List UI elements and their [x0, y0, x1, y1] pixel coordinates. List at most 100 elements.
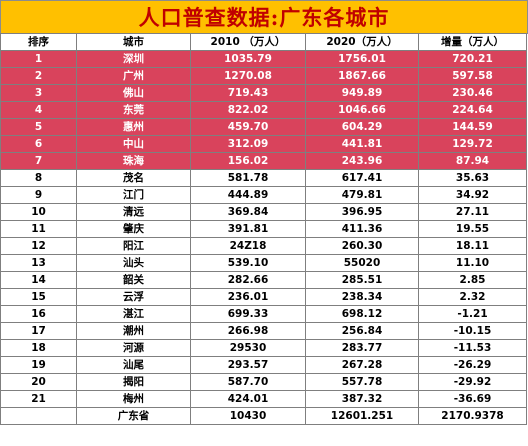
increase-cell[interactable]: 597.58 [418, 67, 527, 85]
increase-cell[interactable]: -10.15 [418, 322, 527, 340]
pop-2010-cell[interactable]: 1270.08 [190, 67, 306, 85]
pop-2020-cell[interactable]: 267.28 [305, 356, 419, 374]
pop-2020-cell[interactable]: 55020 [305, 254, 419, 272]
city-cell[interactable]: 清远 [76, 203, 191, 221]
city-cell[interactable]: 云浮 [76, 288, 191, 306]
total-city-cell[interactable]: 广东省 [76, 407, 191, 425]
pop-2020-cell[interactable]: 604.29 [305, 118, 419, 136]
pop-2010-cell[interactable]: 312.09 [190, 135, 306, 153]
rank-cell[interactable]: 3 [0, 84, 77, 102]
pop-2010-cell[interactable]: 587.70 [190, 373, 306, 391]
pop-2020-cell[interactable]: 1756.01 [305, 50, 419, 68]
increase-cell[interactable]: 2.32 [418, 288, 527, 306]
pop-2010-cell[interactable]: 156.02 [190, 152, 306, 170]
pop-2020-cell[interactable]: 1046.66 [305, 101, 419, 119]
city-cell[interactable]: 江门 [76, 186, 191, 204]
rank-cell[interactable]: 21 [0, 390, 77, 408]
city-cell[interactable]: 茂名 [76, 169, 191, 187]
rank-cell[interactable]: 9 [0, 186, 77, 204]
pop-2020-cell[interactable]: 698.12 [305, 305, 419, 323]
pop-2010-cell[interactable]: 236.01 [190, 288, 306, 306]
increase-cell[interactable]: -26.29 [418, 356, 527, 374]
increase-cell[interactable]: -1.21 [418, 305, 527, 323]
pop-2010-cell[interactable]: 444.89 [190, 186, 306, 204]
pop-2020-cell[interactable]: 557.78 [305, 373, 419, 391]
pop-2010-cell[interactable]: 29530 [190, 339, 306, 357]
pop-2010-cell[interactable]: 539.10 [190, 254, 306, 272]
city-cell[interactable]: 东莞 [76, 101, 191, 119]
city-cell[interactable]: 揭阳 [76, 373, 191, 391]
increase-cell[interactable]: 144.59 [418, 118, 527, 136]
rank-cell[interactable]: 17 [0, 322, 77, 340]
city-cell[interactable]: 阳江 [76, 237, 191, 255]
header-increase[interactable]: 增量（万人） [418, 33, 527, 51]
pop-2010-cell[interactable]: 1035.79 [190, 50, 306, 68]
rank-cell[interactable]: 16 [0, 305, 77, 323]
increase-cell[interactable]: 11.10 [418, 254, 527, 272]
pop-2020-cell[interactable]: 260.30 [305, 237, 419, 255]
pop-2020-cell[interactable]: 243.96 [305, 152, 419, 170]
pop-2010-cell[interactable]: 391.81 [190, 220, 306, 238]
city-cell[interactable]: 肇庆 [76, 220, 191, 238]
total-increase-cell[interactable]: 2170.9378 [418, 407, 527, 425]
total-pop-2020-cell[interactable]: 12601.251 [305, 407, 419, 425]
increase-cell[interactable]: -11.53 [418, 339, 527, 357]
city-cell[interactable]: 广州 [76, 67, 191, 85]
city-cell[interactable]: 中山 [76, 135, 191, 153]
pop-2010-cell[interactable]: 719.43 [190, 84, 306, 102]
increase-cell[interactable]: 720.21 [418, 50, 527, 68]
increase-cell[interactable]: -36.69 [418, 390, 527, 408]
city-cell[interactable]: 惠州 [76, 118, 191, 136]
rank-cell[interactable]: 11 [0, 220, 77, 238]
pop-2020-cell[interactable]: 238.34 [305, 288, 419, 306]
increase-cell[interactable]: 2.85 [418, 271, 527, 289]
pop-2010-cell[interactable]: 369.84 [190, 203, 306, 221]
pop-2020-cell[interactable]: 411.36 [305, 220, 419, 238]
header-2010[interactable]: 2010 （万人） [190, 33, 306, 51]
city-cell[interactable]: 潮州 [76, 322, 191, 340]
city-cell[interactable]: 珠海 [76, 152, 191, 170]
increase-cell[interactable]: 18.11 [418, 237, 527, 255]
rank-cell[interactable]: 8 [0, 169, 77, 187]
increase-cell[interactable]: 35.63 [418, 169, 527, 187]
pop-2010-cell[interactable]: 822.02 [190, 101, 306, 119]
pop-2010-cell[interactable]: 699.33 [190, 305, 306, 323]
pop-2010-cell[interactable]: 282.66 [190, 271, 306, 289]
pop-2020-cell[interactable]: 256.84 [305, 322, 419, 340]
rank-cell[interactable]: 1 [0, 50, 77, 68]
pop-2010-cell[interactable]: 293.57 [190, 356, 306, 374]
pop-2020-cell[interactable]: 1867.66 [305, 67, 419, 85]
pop-2010-cell[interactable]: 459.70 [190, 118, 306, 136]
city-cell[interactable]: 湛江 [76, 305, 191, 323]
increase-cell[interactable]: 129.72 [418, 135, 527, 153]
pop-2020-cell[interactable]: 949.89 [305, 84, 419, 102]
rank-cell[interactable]: 12 [0, 237, 77, 255]
increase-cell[interactable]: 34.92 [418, 186, 527, 204]
city-cell[interactable]: 汕头 [76, 254, 191, 272]
rank-cell[interactable]: 6 [0, 135, 77, 153]
city-cell[interactable]: 汕尾 [76, 356, 191, 374]
pop-2010-cell[interactable]: 266.98 [190, 322, 306, 340]
city-cell[interactable]: 河源 [76, 339, 191, 357]
pop-2010-cell[interactable]: 581.78 [190, 169, 306, 187]
city-cell[interactable]: 梅州 [76, 390, 191, 408]
city-cell[interactable]: 深圳 [76, 50, 191, 68]
total-rank-cell[interactable] [0, 407, 77, 425]
city-cell[interactable]: 韶关 [76, 271, 191, 289]
increase-cell[interactable]: 27.11 [418, 203, 527, 221]
rank-cell[interactable]: 2 [0, 67, 77, 85]
pop-2020-cell[interactable]: 441.81 [305, 135, 419, 153]
header-rank[interactable]: 排序 [0, 33, 77, 51]
pop-2020-cell[interactable]: 617.41 [305, 169, 419, 187]
rank-cell[interactable]: 18 [0, 339, 77, 357]
increase-cell[interactable]: 230.46 [418, 84, 527, 102]
rank-cell[interactable]: 4 [0, 101, 77, 119]
increase-cell[interactable]: 87.94 [418, 152, 527, 170]
increase-cell[interactable]: 224.64 [418, 101, 527, 119]
pop-2020-cell[interactable]: 479.81 [305, 186, 419, 204]
rank-cell[interactable]: 19 [0, 356, 77, 374]
pop-2020-cell[interactable]: 387.32 [305, 390, 419, 408]
pop-2010-cell[interactable]: 24Z18 [190, 237, 306, 255]
rank-cell[interactable]: 7 [0, 152, 77, 170]
rank-cell[interactable]: 14 [0, 271, 77, 289]
